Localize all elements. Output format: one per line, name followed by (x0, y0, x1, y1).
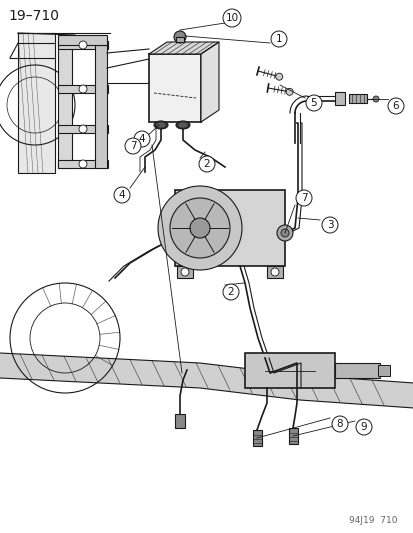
Circle shape (173, 31, 185, 43)
Bar (377, 365, 389, 376)
Circle shape (305, 95, 321, 111)
Circle shape (321, 217, 337, 233)
Bar (58, 41, 108, 49)
Circle shape (190, 218, 209, 238)
Polygon shape (0, 353, 413, 408)
Text: 4: 4 (119, 190, 125, 200)
Circle shape (275, 73, 282, 80)
Circle shape (223, 9, 240, 27)
Bar (348, 94, 366, 103)
Text: 7: 7 (300, 193, 306, 203)
Circle shape (79, 85, 87, 93)
Circle shape (271, 268, 278, 276)
Bar (95, 45, 107, 168)
Text: 94J19  710: 94J19 710 (349, 516, 397, 525)
Circle shape (355, 419, 371, 435)
Circle shape (331, 416, 347, 432)
Bar (58, 35, 107, 45)
Circle shape (285, 88, 292, 95)
Bar (58, 45, 72, 168)
Polygon shape (18, 33, 55, 173)
Circle shape (114, 187, 130, 203)
Circle shape (79, 41, 87, 49)
Circle shape (79, 160, 87, 168)
Text: 9: 9 (360, 422, 366, 432)
Circle shape (280, 229, 288, 237)
Bar (58, 125, 108, 133)
Text: 6: 6 (392, 101, 399, 111)
Text: 7: 7 (129, 141, 136, 151)
Bar (58, 160, 108, 168)
Circle shape (372, 96, 378, 102)
Ellipse shape (176, 121, 190, 129)
Polygon shape (201, 42, 218, 122)
Text: 19–710: 19–710 (8, 9, 59, 23)
Text: 2: 2 (227, 287, 234, 297)
Bar (175, 414, 185, 428)
Ellipse shape (154, 121, 168, 129)
Bar (288, 428, 297, 444)
Ellipse shape (157, 123, 165, 127)
Circle shape (79, 125, 87, 133)
Text: 4: 4 (138, 134, 145, 144)
Bar (334, 92, 344, 105)
Bar (175, 190, 284, 266)
Text: 3: 3 (326, 220, 332, 230)
Bar (252, 430, 261, 446)
Circle shape (223, 284, 238, 300)
Text: 1: 1 (275, 34, 282, 44)
Text: 5: 5 (310, 98, 316, 108)
Circle shape (180, 268, 189, 276)
Circle shape (125, 138, 141, 154)
Bar (58, 85, 108, 93)
Text: 10: 10 (225, 13, 238, 23)
Text: 2: 2 (203, 159, 210, 169)
Circle shape (199, 156, 214, 172)
Polygon shape (149, 42, 218, 54)
Bar (177, 266, 192, 278)
Circle shape (271, 31, 286, 47)
Circle shape (158, 186, 242, 270)
Circle shape (134, 131, 150, 147)
Bar (244, 353, 334, 388)
Text: 8: 8 (336, 419, 342, 429)
Circle shape (387, 98, 403, 114)
Bar (149, 54, 201, 122)
Bar (176, 37, 183, 42)
Circle shape (295, 190, 311, 206)
Circle shape (170, 198, 230, 258)
Bar (266, 266, 282, 278)
Bar (334, 363, 379, 378)
Ellipse shape (178, 123, 187, 127)
Circle shape (276, 225, 292, 241)
